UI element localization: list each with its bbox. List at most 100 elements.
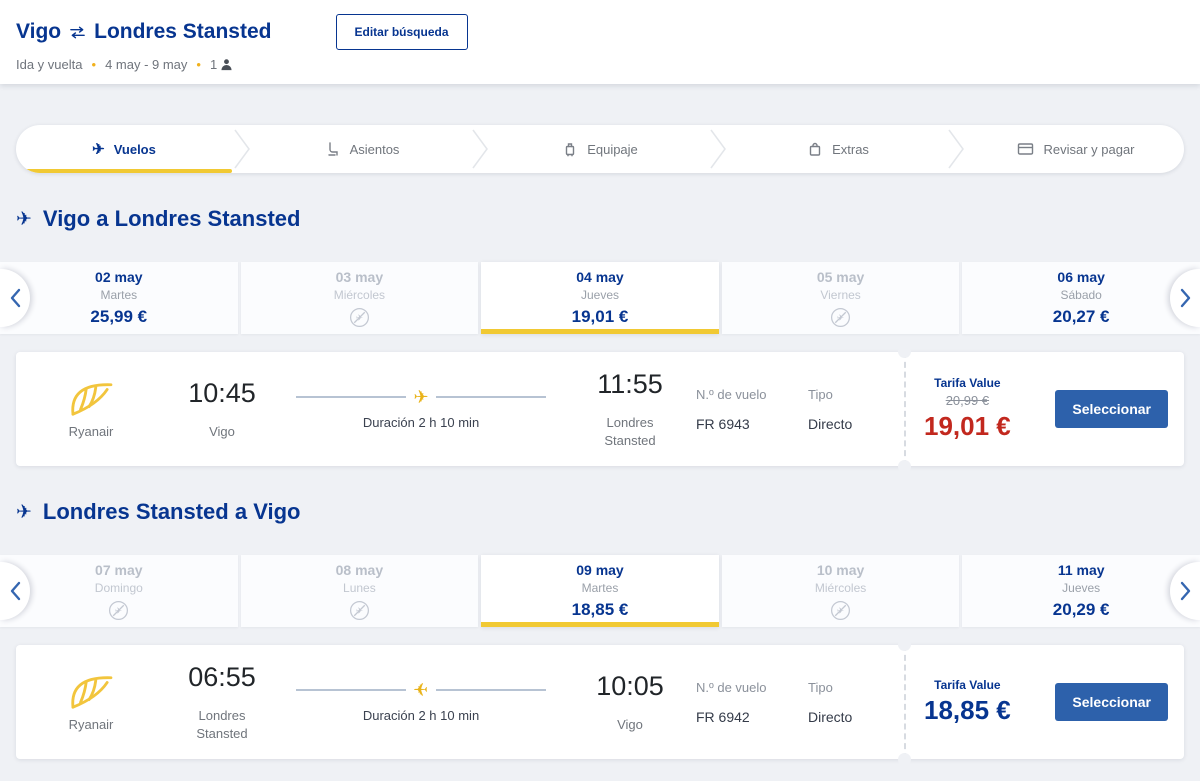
date-price: 20,27 €	[1052, 307, 1110, 326]
date-label: 05 may	[816, 268, 865, 285]
type-label: Tipo	[808, 386, 833, 402]
luggage-icon	[562, 141, 578, 157]
departure-time: 06:55	[188, 661, 256, 692]
day-label: Miércoles	[814, 580, 867, 595]
date-price: 25,99 €	[90, 307, 148, 326]
duration-block: ✈ Duración 2 h 10 min	[278, 680, 564, 723]
date-price: 18,85 €	[571, 600, 629, 619]
tab-extras[interactable]: Extras	[730, 125, 946, 173]
separator-dot: •	[91, 57, 97, 72]
date-label: 02 may	[95, 269, 143, 285]
airline-name: Ryanair	[68, 423, 114, 439]
fare-panel: Tarifa Value 20,99 € 19,01 € Seleccionar	[898, 345, 1184, 473]
separator-dot: •	[196, 57, 201, 72]
edit-search-button[interactable]: Editar búsqueda	[335, 14, 468, 50]
date-option-10-may[interactable]: 10 may Miércoles ✈	[721, 555, 960, 627]
departure-plane-icon: ✈	[16, 501, 32, 523]
outbound-flight-card: Ryanair 10:45 Vigo ✈ Duración 2 h 10 min…	[16, 345, 1184, 473]
departure-city: Londres Stansted	[196, 707, 248, 741]
flight-path-plane-icon: ✈	[413, 680, 429, 700]
no-flights-icon: ✈	[108, 600, 129, 621]
tab-revisar-y-pagar[interactable]: Revisar y pagar	[968, 125, 1184, 173]
arrival-block: 10:05 Vigo	[564, 671, 696, 734]
flight-number-value: FR 6942	[696, 708, 750, 725]
search-summary: Ida y vuelta • 4 may - 9 may • 1	[16, 57, 1184, 72]
departure-block: 10:45 Vigo	[166, 378, 278, 441]
date-option-09-may-selected[interactable]: 09 may Martes 18,85 €	[481, 555, 719, 627]
tab-asientos[interactable]: Asientos	[254, 125, 470, 173]
inbound-section-heading: ✈ Londres Stansted a Vigo	[16, 499, 301, 524]
no-flights-icon: ✈	[830, 307, 851, 328]
day-label: Viernes	[820, 287, 861, 302]
date-label: 03 may	[335, 268, 384, 285]
no-flights-icon: ✈	[349, 307, 370, 328]
date-label: 10 may	[816, 561, 865, 578]
flight-number-label: N.º de vuelo	[696, 386, 767, 402]
destination-city: Londres Stansted	[94, 20, 272, 43]
flight-number-block: N.º de vuelo FR 6942	[696, 680, 808, 725]
duration-block: ✈ Duración 2 h 10 min	[278, 388, 564, 430]
date-option-08-may[interactable]: 08 may Lunes ✈	[240, 555, 479, 627]
day-label: Domingo	[94, 580, 143, 595]
ryanair-harp-logo-icon	[68, 380, 114, 418]
arrival-block: 11:55 Londres Stansted	[564, 369, 696, 449]
credit-card-icon	[1017, 142, 1034, 156]
departure-city: Vigo	[209, 423, 235, 439]
type-value: Directo	[808, 708, 853, 725]
date-option-04-may-selected[interactable]: 04 may Jueves 19,01 €	[481, 262, 719, 334]
step-separator	[946, 125, 968, 173]
flight-path-plane-icon: ✈	[413, 387, 429, 407]
date-label: 09 may	[576, 562, 624, 578]
date-range-label: 4 may - 9 may	[105, 57, 188, 72]
fare-panel: Tarifa Value 18,85 € Seleccionar	[898, 638, 1184, 766]
date-option-02-may[interactable]: 02 may Martes 25,99 €	[0, 262, 238, 334]
tab-vuelos[interactable]: ✈ Vuelos	[16, 125, 232, 173]
arrival-time: 10:05	[596, 670, 664, 701]
arrival-city: Londres Stansted	[604, 414, 656, 448]
date-option-11-may[interactable]: 11 may Jueves 20,29 €	[962, 555, 1200, 627]
arrival-city: Vigo	[617, 716, 643, 732]
current-price: 19,01 €	[924, 411, 1011, 441]
departure-plane-icon: ✈	[16, 208, 32, 230]
duration-label: Duración 2 h 10 min	[362, 708, 480, 723]
arrival-time: 11:55	[597, 368, 663, 399]
day-label: Jueves	[580, 288, 619, 302]
departure-time: 10:45	[188, 377, 256, 408]
passenger-count: 1	[210, 57, 233, 72]
step-separator	[708, 125, 730, 173]
date-label: 11 may	[1057, 562, 1105, 578]
price-block: Tarifa Value 20,99 € 19,01 €	[924, 376, 1011, 442]
select-outbound-button[interactable]: Seleccionar	[1055, 390, 1168, 428]
flight-number-block: N.º de vuelo FR 6943	[696, 387, 808, 432]
date-label: 06 may	[1057, 269, 1105, 285]
select-inbound-button[interactable]: Seleccionar	[1055, 683, 1168, 721]
swap-route-icon	[69, 26, 86, 39]
search-summary-header: Vigo Londres Stansted Editar búsqueda Id…	[0, 0, 1200, 84]
day-label: Miércoles	[333, 287, 386, 302]
type-label: Tipo	[808, 679, 833, 695]
current-price: 18,85 €	[924, 695, 1011, 725]
date-option-07-may[interactable]: 07 may Domingo ✈	[0, 555, 238, 627]
flight-type-block: Tipo Directo	[808, 680, 900, 725]
page-bottom-spacer	[0, 759, 1200, 771]
airline-name: Ryanair	[68, 716, 114, 732]
route-title: Vigo Londres Stansted	[16, 20, 272, 44]
day-label: Jueves	[1062, 581, 1101, 595]
shopping-bag-icon	[807, 141, 823, 157]
date-option-03-may[interactable]: 03 may Miércoles ✈	[240, 262, 479, 334]
date-label: 04 may	[576, 269, 624, 285]
seat-icon	[325, 141, 341, 157]
date-option-06-may[interactable]: 06 may Sábado 20,27 €	[962, 262, 1200, 334]
no-flights-icon: ✈	[349, 600, 370, 621]
step-separator	[232, 125, 254, 173]
flight-number-label: N.º de vuelo	[696, 679, 767, 695]
date-option-05-may[interactable]: 05 may Viernes ✈	[721, 262, 960, 334]
no-flights-icon: ✈	[830, 600, 851, 621]
booking-steps-bar: ✈ Vuelos Asientos Equipaje	[16, 125, 1184, 173]
tab-equipaje[interactable]: Equipaje	[492, 125, 708, 173]
person-icon	[220, 58, 233, 71]
date-price: 19,01 €	[571, 307, 629, 326]
duration-label: Duración 2 h 10 min	[362, 415, 480, 430]
origin-city: Vigo	[16, 20, 62, 43]
